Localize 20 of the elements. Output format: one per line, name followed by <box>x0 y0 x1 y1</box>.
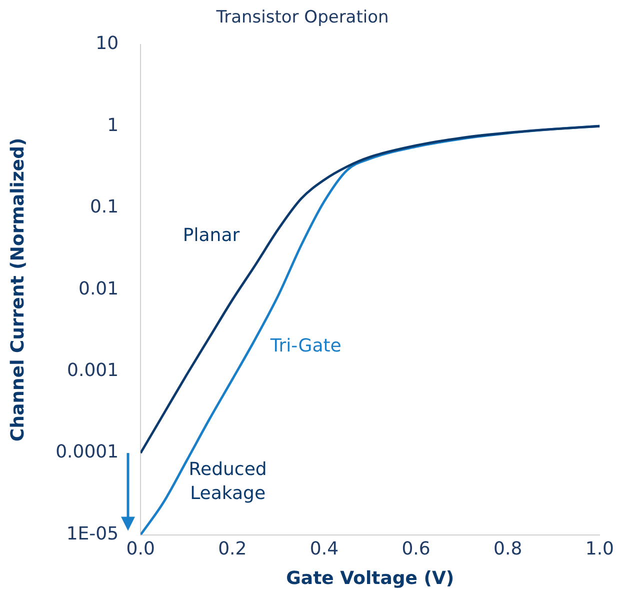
x-tick-label: 0.6 <box>402 538 430 560</box>
y-tick-label: 0.01 <box>78 278 119 300</box>
x-tick-label: 0.2 <box>218 538 247 560</box>
x-tick-label: 0.8 <box>494 538 522 560</box>
chart-title: Transistor Operation <box>215 8 389 28</box>
series-label: Planar <box>182 224 240 246</box>
line-series <box>140 124 600 454</box>
y-tick-label: 0.1 <box>90 196 119 218</box>
x-tick-label: 0.4 <box>310 538 339 560</box>
x-axis-title: Gate Voltage (V) <box>286 568 454 589</box>
y-tick-label: 0.001 <box>67 360 119 382</box>
y-tick-label: 1 <box>107 114 119 136</box>
x-tick-label: 0.0 <box>126 538 155 560</box>
y-tick-label: 0.0001 <box>56 442 119 463</box>
y-tick-label: 10 <box>96 33 119 54</box>
x-tick-label: 1.0 <box>585 538 614 560</box>
series-label: Tri-Gate <box>269 335 342 356</box>
annotation: Reduced Leakage <box>188 458 267 504</box>
y-axis-title: Channel Current (Normalized) <box>7 138 28 442</box>
y-tick-label: 1E-05 <box>66 523 119 544</box>
